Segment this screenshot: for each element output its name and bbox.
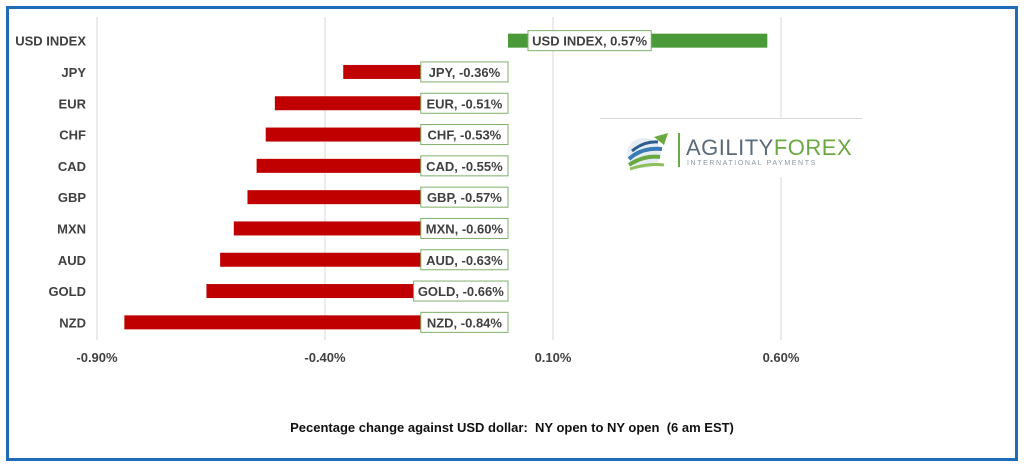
category-label: JPY: [61, 65, 86, 80]
category-label: GBP: [58, 190, 87, 205]
data-label-box: [420, 61, 509, 83]
category-label: USD INDEX: [15, 34, 86, 49]
data-label: JPY, -0.36%: [420, 61, 509, 83]
category-label: CHF: [59, 128, 86, 143]
data-label-box: [420, 186, 509, 208]
data-label-text: NZD, -0.84%: [427, 315, 503, 330]
data-label-text: GOLD, -0.66%: [418, 284, 504, 299]
data-label: EUR, -0.51%: [420, 92, 509, 114]
category-label: AUD: [58, 253, 86, 268]
bars: USD INDEX, 0.57% JPY, -0.36% EUR, -0.51% CH…: [124, 30, 768, 333]
category-label: NZD: [59, 315, 86, 330]
globe-icon: [627, 133, 668, 171]
chart-frame: [6, 6, 1018, 461]
logo-divider: [678, 133, 680, 167]
data-label-text: JPY, -0.36%: [429, 65, 501, 80]
data-label-box: [420, 124, 509, 146]
data-label: AUD, -0.63%: [420, 249, 509, 271]
agilityforex-logo: AGILITYFOREX INTERNATIONAL PAYMENTS: [600, 118, 862, 177]
category-label: CAD: [58, 159, 86, 174]
data-label: NZD, -0.84%: [420, 311, 509, 333]
data-label-text: GBP, -0.57%: [427, 190, 502, 205]
x-tick-label: 0.10%: [535, 350, 572, 365]
logo-brand-part2: FOREX: [773, 135, 853, 160]
data-label: CAD, -0.55%: [420, 155, 509, 177]
data-label-box: [420, 92, 509, 114]
data-label: GBP, -0.57%: [420, 186, 509, 208]
data-label-box: [527, 30, 652, 52]
data-label-text: AUD, -0.63%: [426, 253, 503, 268]
data-label: GOLD, -0.66%: [413, 280, 509, 302]
category-label: MXN: [57, 221, 86, 236]
data-label-text: CAD, -0.55%: [426, 159, 503, 174]
x-tick-label: -0.40%: [304, 350, 346, 365]
category-labels: USD INDEX JPY EUR CHF CAD GBP MXN AUD GOLD NZD: [15, 34, 86, 331]
x-tick-label: -0.90%: [76, 350, 118, 365]
x-axis-tick-labels: -0.90% -0.40% 0.10% 0.60%: [76, 350, 799, 365]
logo-brand-part1: AGILITY: [686, 135, 774, 160]
data-label-box: [420, 249, 509, 271]
logo-wordmark: AGILITYFOREX: [686, 135, 852, 161]
data-label-text: EUR, -0.51%: [426, 96, 502, 111]
category-label: GOLD: [48, 284, 86, 299]
data-label: USD INDEX, 0.57%: [527, 30, 652, 52]
data-label-box: [420, 155, 509, 177]
data-label-box: [420, 311, 509, 333]
data-label: CHF, -0.53%: [420, 124, 509, 146]
data-label-text: CHF, -0.53%: [428, 128, 502, 143]
category-label: EUR: [59, 96, 87, 111]
data-label: MXN, -0.60%: [420, 217, 509, 239]
logo-tagline: INTERNATIONAL PAYMENTS: [687, 160, 817, 167]
bar-nzd: [124, 315, 509, 330]
data-label-box: [420, 217, 509, 239]
x-tick-label: 0.60%: [763, 350, 800, 365]
data-label-text: USD INDEX, 0.57%: [532, 34, 647, 49]
x-axis-title: Pecentage change against USD dollar: NY …: [290, 420, 734, 435]
data-label-box: [413, 280, 509, 302]
data-label-text: MXN, -0.60%: [426, 221, 504, 236]
